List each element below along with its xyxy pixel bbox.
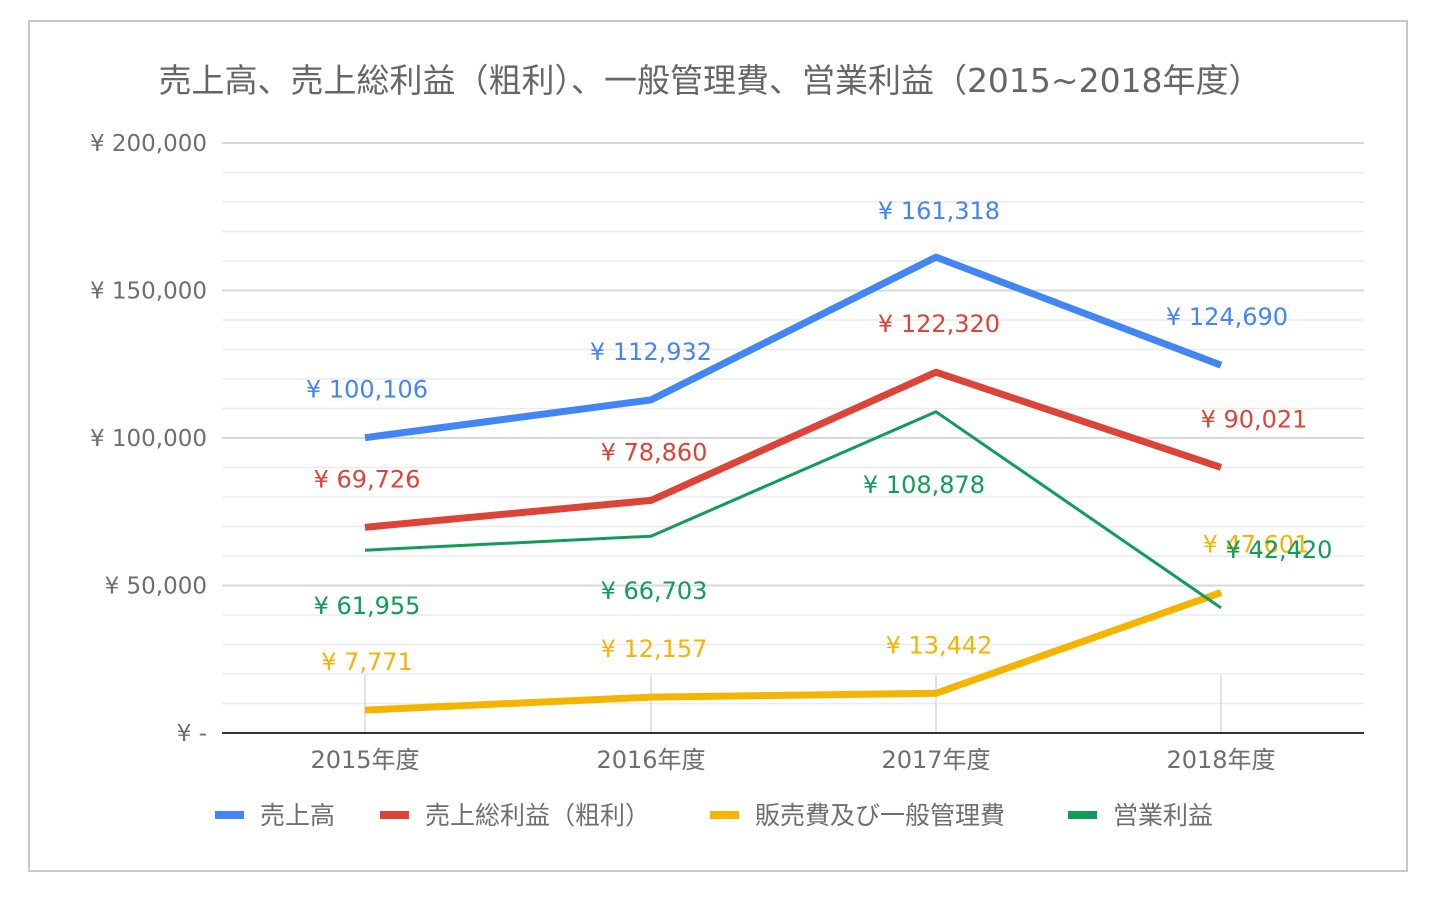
legend-label: 売上総利益（粗利）: [425, 801, 650, 830]
legend-swatch: [215, 811, 244, 819]
legend-label: 売上高: [260, 801, 335, 830]
legend-label: 営業利益: [1113, 801, 1213, 830]
axes: ¥ - ¥ 50,000 ¥ 100,000 ¥ 150,000 ¥ 200,000 20…: [90, 131, 1364, 774]
series-line-4: [364, 410, 1222, 610]
legend-item: 売上総利益（粗利）: [380, 801, 650, 830]
data-label: ¥ 7,771: [321, 648, 413, 676]
data-label: ¥ 108,878: [863, 471, 985, 499]
data-label: ¥ 66,703: [601, 577, 708, 605]
data-label: ¥ 78,860: [601, 438, 708, 466]
x-tick-label: 2017年度: [881, 746, 990, 774]
data-label: ¥ 124,690: [1166, 303, 1288, 331]
series-line-1: [364, 253, 1223, 442]
legend: 売上高 売上総利益（粗利） 販売費及び一般管理費 営業利益: [215, 801, 1213, 830]
y-tick-label: ¥ 100,000: [90, 426, 207, 452]
data-label: ¥ 122,320: [878, 310, 1000, 338]
series-lines: [364, 253, 1223, 714]
legend-item: 販売費及び一般管理費: [710, 801, 1005, 830]
legend-item: 営業利益: [1068, 801, 1213, 830]
legend-swatch: [1068, 811, 1097, 819]
data-label: ¥ 100,106: [306, 376, 428, 404]
data-labels: ¥ 100,106 ¥ 112,932 ¥ 161,318 ¥ 124,690 ¥ 69…: [306, 197, 1333, 676]
data-label: ¥ 47,601: [1203, 531, 1310, 559]
y-tick-label: ¥ 200,000: [90, 131, 207, 157]
data-label: ¥ 61,955: [314, 592, 421, 620]
data-label: ¥ 42,420: [1226, 536, 1333, 564]
y-tick-label: ¥ 50,000: [105, 574, 207, 600]
data-label: ¥ 161,318: [878, 197, 1000, 225]
series-line-3: [364, 589, 1223, 714]
x-tick-label: 2015年度: [310, 746, 419, 774]
legend-item: 売上高: [215, 801, 335, 830]
data-label: ¥ 12,157: [601, 635, 708, 663]
data-label: ¥ 112,932: [590, 338, 712, 366]
legend-label: 販売費及び一般管理費: [755, 801, 1005, 830]
y-tick-label: ¥ 150,000: [90, 279, 207, 305]
chart-frame: [28, 20, 1408, 872]
data-label: ¥ 90,021: [1201, 405, 1308, 433]
data-label: ¥ 13,442: [886, 631, 993, 659]
legend-swatch: [380, 811, 409, 819]
legend-swatch: [710, 811, 739, 819]
y-tick-label: ¥ -: [177, 721, 207, 747]
x-tick-label: 2016年度: [596, 746, 705, 774]
data-label: ¥ 69,726: [314, 465, 421, 493]
series-line-2: [364, 368, 1223, 531]
x-tick-label: 2018年度: [1166, 746, 1275, 774]
chart-title: 売上高、売上総利益（粗利）、一般管理費、営業利益（2015~2018年度）: [158, 61, 1261, 100]
